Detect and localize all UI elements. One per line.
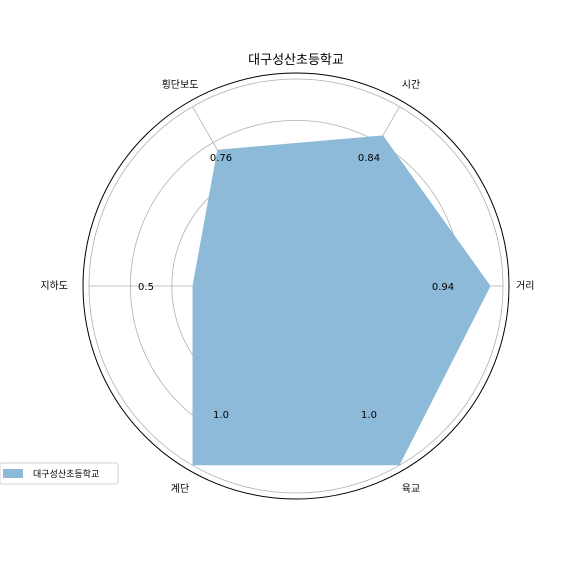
axis-label-6: 육교 <box>402 483 420 495</box>
value-label-2: 0.84 <box>358 153 380 164</box>
legend-box <box>0 462 119 485</box>
value-label-4: 0.5 <box>138 282 154 293</box>
axis-label-2: 시간 <box>402 79 420 91</box>
series-area-1 <box>192 135 491 466</box>
polar-frame <box>82 72 510 500</box>
radar-outer-frame <box>82 72 510 500</box>
value-labels: 0.94 0.84 0.76 0.5 1.0 1.0 <box>138 153 454 421</box>
axis-label-1: 거리 <box>516 280 534 292</box>
chart-title: 대구성산초등학교 <box>248 53 344 68</box>
value-label-1: 0.94 <box>432 282 454 293</box>
axis-label-5: 계단 <box>171 483 189 495</box>
value-label-3: 0.76 <box>210 153 232 164</box>
axis-label-4: 지하도 <box>40 279 68 292</box>
axis-label-3: 횡단보도 <box>162 79 199 91</box>
radar-series <box>192 135 491 466</box>
legend-swatch <box>3 469 23 478</box>
legend-entry: 대구성산초등학교 <box>33 469 99 480</box>
value-label-5: 1.0 <box>213 410 229 421</box>
value-label-6: 1.0 <box>361 410 377 421</box>
legend: 대구성산초등학교 <box>0 462 119 485</box>
